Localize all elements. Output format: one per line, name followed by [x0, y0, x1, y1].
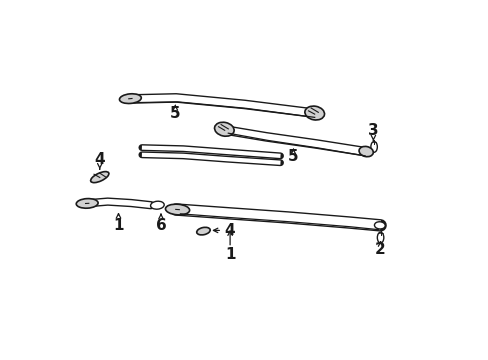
Text: 5: 5: [287, 149, 298, 164]
Ellipse shape: [76, 199, 98, 208]
Text: 3: 3: [367, 123, 378, 138]
Ellipse shape: [377, 232, 383, 243]
Ellipse shape: [119, 94, 141, 104]
Ellipse shape: [304, 106, 324, 120]
Text: 1: 1: [224, 247, 235, 262]
Ellipse shape: [214, 122, 234, 136]
Ellipse shape: [150, 201, 164, 209]
Ellipse shape: [165, 204, 189, 215]
Text: 5: 5: [170, 106, 181, 121]
Ellipse shape: [358, 147, 372, 157]
Text: 1: 1: [113, 217, 123, 233]
Ellipse shape: [374, 222, 385, 229]
Text: 2: 2: [374, 242, 385, 257]
Text: 4: 4: [94, 152, 105, 167]
Ellipse shape: [370, 141, 377, 152]
Text: 4: 4: [224, 223, 234, 238]
Ellipse shape: [196, 227, 210, 235]
Text: 6: 6: [155, 217, 166, 233]
Ellipse shape: [90, 172, 109, 183]
